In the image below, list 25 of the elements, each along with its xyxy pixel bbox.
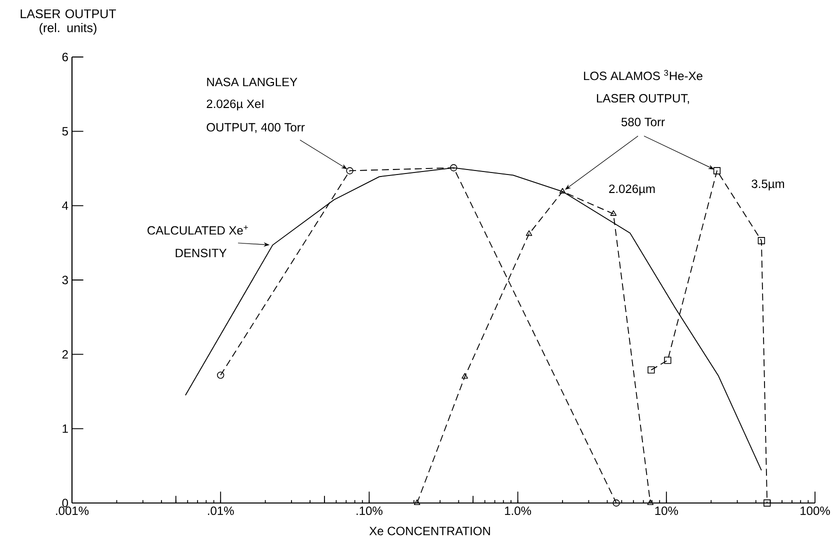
y-tick-label: 6 (62, 52, 68, 62)
x-tick-label: 1.0% (505, 506, 532, 516)
x-tick-label: .01% (208, 506, 234, 516)
annotation: LOS ALAMOS $^{3}$He-Xe (584, 70, 702, 80)
annotation: LASER OUTPUT, (596, 94, 689, 104)
x-axis-title: Xe CONCENTRATION (369, 526, 490, 536)
x-tick-label: .001% (56, 506, 89, 516)
y-axis-title: LASER OUTPUT (rel. units) (20, 9, 116, 35)
annotation: CALCULATED Xe$^{+}$ (148, 225, 248, 235)
x-tick-label: 100% (800, 506, 830, 516)
y-tick-label: 5 (62, 127, 68, 136)
y-tick-label: 0 (62, 498, 68, 508)
y-tick-label: 1 (62, 424, 68, 433)
x-tick-label: .10% (356, 506, 382, 516)
y-tick-label: 2 (62, 350, 68, 359)
y-tick-label: 4 (62, 202, 68, 210)
annotation: 580 Torr (621, 118, 665, 126)
series-label: 3.5µm (752, 180, 784, 190)
series-label: 2.026µm (609, 184, 655, 196)
x-tick-label: 10% (655, 506, 678, 516)
y-tick-label: 3 (62, 276, 68, 284)
annotation: 2.026µ XeI (206, 100, 264, 110)
annotation: OUTPUT, 400 Torr (206, 123, 305, 133)
annotation: DENSITY (176, 248, 227, 258)
annotation: NASA LANGLEY (207, 78, 298, 86)
